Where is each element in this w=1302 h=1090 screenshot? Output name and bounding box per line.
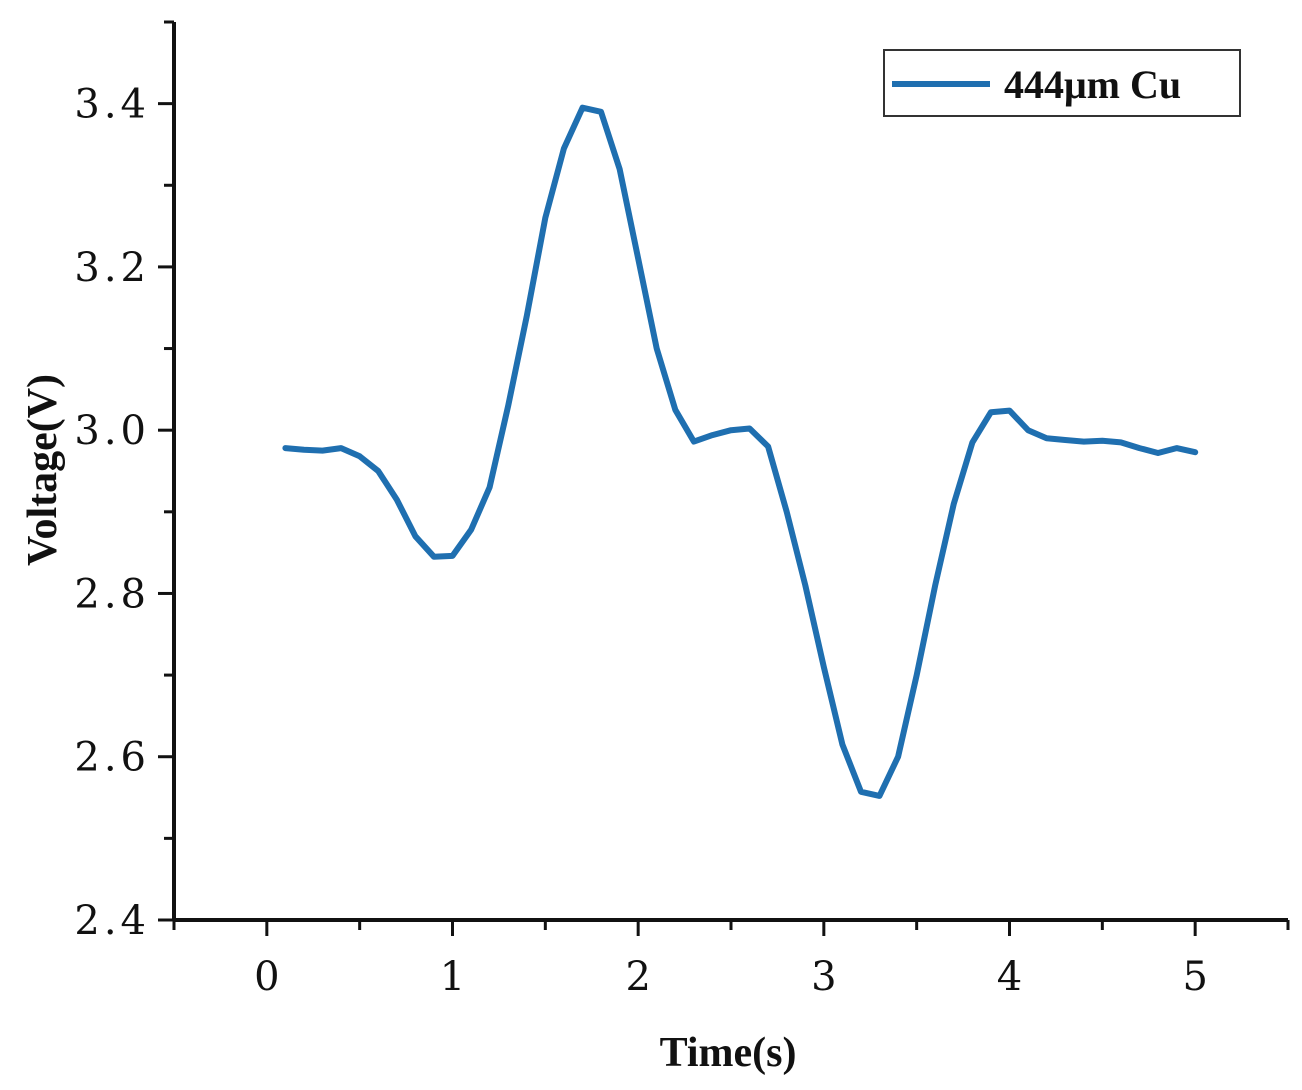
x-tick-label: 0 — [254, 954, 283, 1000]
y-tick-label: 2.4 — [74, 898, 150, 944]
y-axis-ticks: 2.4 2.6 2.8 3.0 3.2 3.4 — [74, 20, 174, 944]
legend: 444μm Cu — [883, 49, 1241, 117]
y-tick-label: 2.8 — [74, 571, 150, 617]
x-tick-label: 2 — [625, 954, 654, 1000]
y-tick-label: 2.6 — [74, 735, 150, 781]
y-tick-label: 3.2 — [74, 245, 150, 291]
x-tick-label: 3 — [811, 954, 840, 1000]
x-tick-label: 5 — [1182, 954, 1211, 1000]
series-line-444um-cu — [282, 104, 1199, 799]
y-axis-title: Voltage(V) — [20, 374, 66, 566]
y-tick-label: 3.0 — [74, 408, 150, 454]
legend-label: 444μm Cu — [1004, 62, 1181, 107]
x-axis-ticks: 0 1 2 3 4 5 — [172, 920, 1290, 1000]
y-tick-label: 3.4 — [74, 82, 150, 128]
x-tick-label: 1 — [440, 954, 469, 1000]
x-axis-title: Time(s) — [660, 1030, 797, 1076]
x-tick-label: 4 — [997, 954, 1026, 1000]
